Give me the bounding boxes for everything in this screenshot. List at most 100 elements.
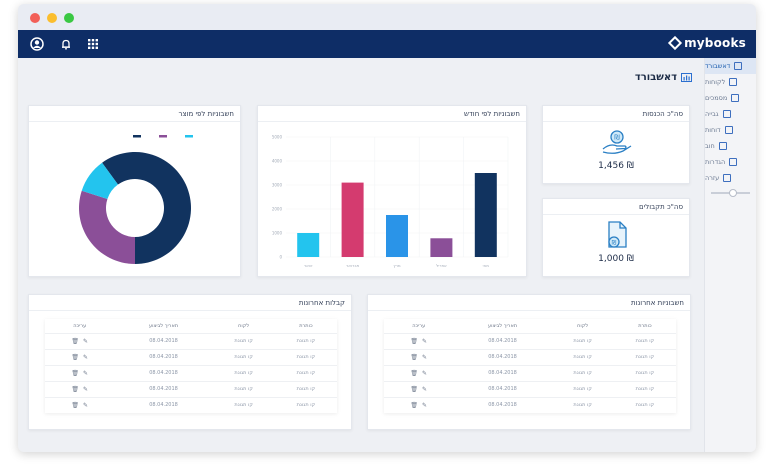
row-actions: ✎🗑 bbox=[45, 348, 115, 365]
maximize-window-button[interactable] bbox=[64, 13, 74, 23]
svg-text:₪: ₪ bbox=[612, 239, 617, 246]
svg-text:₪: ₪ bbox=[614, 134, 620, 142]
sidebar-slider[interactable] bbox=[711, 189, 750, 197]
delete-icon[interactable]: 🗑 bbox=[71, 353, 80, 361]
y-tick-label: 1000 bbox=[272, 231, 283, 236]
document-coin-icon: ₪ bbox=[608, 221, 627, 248]
edit-icon[interactable]: ✎ bbox=[422, 385, 428, 393]
row-actions: ✎🗑 bbox=[384, 332, 454, 349]
receipts-value: 1,000 ₪ bbox=[598, 254, 634, 264]
table-cell: קו תגונת bbox=[274, 348, 337, 365]
table-cell: קו תגונת bbox=[551, 396, 614, 413]
table-row[interactable]: קו תגונת קו תגונת 08.04.2018 ✎🗑 bbox=[45, 380, 337, 397]
bar-2[interactable] bbox=[386, 215, 408, 257]
table-row[interactable]: קו תגונת קו תגונת 08.04.2018 ✎🗑 bbox=[384, 380, 676, 397]
legend-swatch-0 bbox=[133, 135, 141, 138]
table-cell: קו תגונת bbox=[212, 380, 275, 397]
table-cell: קו תגונת bbox=[551, 380, 614, 397]
x-tick-label: מרץ bbox=[393, 263, 400, 268]
table-cell: קו תגונת bbox=[613, 396, 676, 413]
sidebar-item-1[interactable]: לקוחות bbox=[705, 74, 756, 90]
chart-icon bbox=[681, 73, 692, 82]
row-actions: ✎🗑 bbox=[45, 332, 115, 349]
sidebar-item-2[interactable]: מסמכים bbox=[705, 90, 756, 106]
edit-icon[interactable]: ✎ bbox=[83, 337, 89, 345]
sidebar-item-4[interactable]: דוחות bbox=[705, 122, 756, 138]
sidebar-item-0[interactable]: דאשבורד bbox=[705, 58, 756, 74]
sidebar-slider-handle[interactable] bbox=[729, 189, 737, 197]
table-cell: קו תגונת bbox=[212, 364, 275, 381]
y-tick-label: 4000 bbox=[272, 159, 283, 164]
income-card-title: סה"כ הכנסות bbox=[543, 106, 689, 122]
sidebar-item-3[interactable]: גבייה bbox=[705, 106, 756, 122]
minimize-window-button[interactable] bbox=[47, 13, 57, 23]
sidebar-item-7[interactable]: עזרה bbox=[705, 170, 756, 186]
product-chart-title: חשבוניות לפי מוצר bbox=[29, 106, 240, 122]
edit-icon[interactable]: ✎ bbox=[83, 369, 89, 377]
bar-0[interactable] bbox=[297, 233, 320, 257]
edit-icon[interactable]: ✎ bbox=[422, 353, 428, 361]
table-cell: קו תגונת bbox=[551, 348, 614, 365]
edit-icon[interactable]: ✎ bbox=[422, 401, 428, 409]
table-row[interactable]: קו תגונת קו תגונת 08.04.2018 ✎🗑 bbox=[45, 364, 337, 381]
table-row[interactable]: קו תגונת קו תגונת 08.04.2018 ✎🗑 bbox=[384, 364, 676, 381]
row-actions: ✎🗑 bbox=[45, 380, 115, 397]
folder-icon bbox=[724, 126, 733, 134]
table-row[interactable]: קו תגונת קו תגונת 08.04.2018 ✎🗑 bbox=[384, 332, 676, 349]
column-header: עריכה bbox=[73, 322, 87, 329]
y-tick-label: 3000 bbox=[272, 183, 283, 188]
column-header: תאריך לביצוע bbox=[148, 322, 179, 329]
table-cell: 08.04.2018 bbox=[453, 380, 552, 397]
edit-icon[interactable]: ✎ bbox=[83, 353, 89, 361]
table-cell: קו תגונת bbox=[274, 396, 337, 413]
help-icon bbox=[723, 174, 732, 182]
column-header: תאריך לביצוע bbox=[487, 322, 518, 329]
bar-4[interactable] bbox=[474, 173, 497, 257]
sidebar-item-label: הגדרות bbox=[705, 158, 726, 166]
latest-invoices-title: חשבוניות אחרונות bbox=[368, 295, 690, 311]
table-cell: 08.04.2018 bbox=[453, 348, 552, 365]
sidebar-item-label: דוחות bbox=[705, 126, 721, 134]
edit-icon[interactable]: ✎ bbox=[422, 369, 428, 377]
close-window-button[interactable] bbox=[30, 13, 40, 23]
user-icon[interactable] bbox=[30, 37, 44, 51]
delete-icon[interactable]: 🗑 bbox=[410, 337, 419, 345]
table-row[interactable]: קו תגונת קו תגונת 08.04.2018 ✎🗑 bbox=[45, 332, 337, 349]
delete-icon[interactable]: 🗑 bbox=[410, 369, 419, 377]
grid-icon[interactable] bbox=[86, 37, 100, 51]
bar-1[interactable] bbox=[341, 182, 364, 257]
donut-slice-1[interactable] bbox=[78, 190, 135, 264]
table-row[interactable]: קו תגונת קו תגונת 08.04.2018 ✎🗑 bbox=[45, 348, 337, 365]
donut-slice-2[interactable] bbox=[81, 162, 118, 200]
donut-slice-0[interactable] bbox=[102, 152, 191, 264]
bar-3[interactable] bbox=[430, 238, 453, 257]
table-cell: קו תגונת bbox=[212, 396, 275, 413]
edit-icon[interactable]: ✎ bbox=[83, 401, 89, 409]
app-window: mybooks דאשבורד לקוחות מסמכים גבייה דוחות חוב… bbox=[18, 4, 756, 452]
legend-swatch-1 bbox=[159, 135, 167, 138]
sidebar-item-6[interactable]: הגדרות bbox=[705, 154, 756, 170]
bell-icon[interactable] bbox=[59, 37, 73, 51]
edit-icon[interactable]: ✎ bbox=[83, 385, 89, 393]
monthly-chart-title: חשבוניות לפי חודש bbox=[258, 106, 526, 122]
sidebar-item-5[interactable]: חוב bbox=[705, 138, 756, 154]
table-row[interactable]: קו תגונת קו תגונת 08.04.2018 ✎🗑 bbox=[384, 396, 676, 413]
table-cell: 08.04.2018 bbox=[453, 332, 552, 349]
row-actions: ✎🗑 bbox=[384, 396, 454, 413]
delete-icon[interactable]: 🗑 bbox=[410, 401, 419, 409]
table-row[interactable]: קו תגונת קו תגונת 08.04.2018 ✎🗑 bbox=[384, 348, 676, 365]
sidebar-item-label: לקוחות bbox=[705, 78, 726, 86]
edit-icon[interactable]: ✎ bbox=[422, 337, 428, 345]
delete-icon[interactable]: 🗑 bbox=[71, 369, 80, 377]
refresh-icon bbox=[718, 142, 727, 150]
app-logo[interactable]: mybooks bbox=[667, 35, 746, 51]
title-bar bbox=[18, 4, 756, 30]
delete-icon[interactable]: 🗑 bbox=[71, 385, 80, 393]
top-navigation-bar: mybooks bbox=[18, 30, 756, 58]
table-row[interactable]: קו תגונת קו תגונת 08.04.2018 ✎🗑 bbox=[45, 396, 337, 413]
delete-icon[interactable]: 🗑 bbox=[71, 401, 80, 409]
delete-icon[interactable]: 🗑 bbox=[71, 337, 80, 345]
delete-icon[interactable]: 🗑 bbox=[410, 385, 419, 393]
delete-icon[interactable]: 🗑 bbox=[410, 353, 419, 361]
table-cell: קו תגונת bbox=[212, 332, 275, 349]
